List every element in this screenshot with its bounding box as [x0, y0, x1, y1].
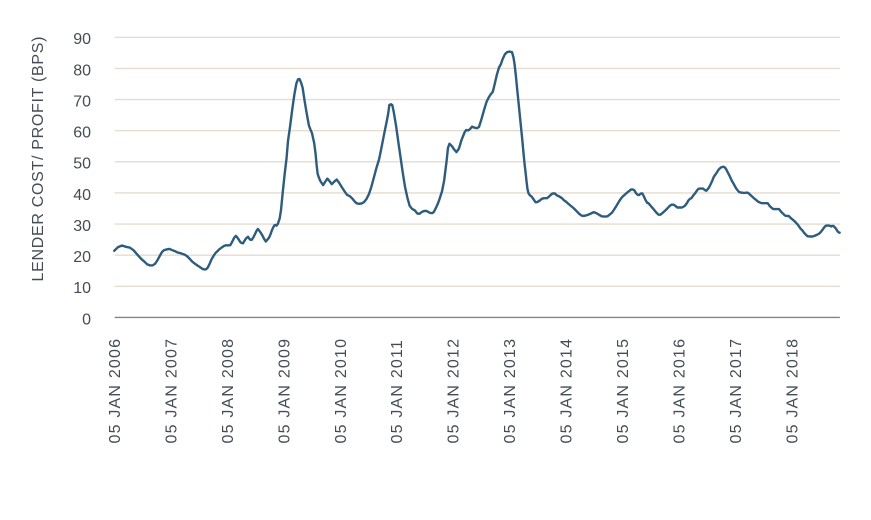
svg-text:05 JAN 2015: 05 JAN 2015	[615, 338, 632, 444]
svg-text:05 JAN 2018: 05 JAN 2018	[784, 338, 801, 444]
svg-text:05 JAN 2012: 05 JAN 2012	[446, 338, 463, 444]
svg-text:60: 60	[73, 125, 91, 142]
svg-text:LENDER COST/ PROFIT (BPS): LENDER COST/ PROFIT (BPS)	[30, 36, 47, 282]
svg-text:80: 80	[73, 62, 91, 79]
svg-text:90: 90	[73, 31, 91, 48]
svg-text:05 JAN 2010: 05 JAN 2010	[333, 338, 350, 444]
svg-text:0: 0	[82, 311, 91, 328]
svg-text:05 JAN 2017: 05 JAN 2017	[728, 338, 745, 444]
svg-text:50: 50	[73, 156, 91, 173]
svg-text:05 JAN 2013: 05 JAN 2013	[502, 338, 519, 444]
svg-text:05 JAN 2014: 05 JAN 2014	[559, 338, 576, 444]
svg-text:05 JAN 2008: 05 JAN 2008	[220, 338, 237, 444]
svg-text:05 JAN 2016: 05 JAN 2016	[672, 338, 689, 444]
svg-text:05 JAN 2007: 05 JAN 2007	[163, 338, 180, 444]
svg-text:05 JAN 2006: 05 JAN 2006	[107, 338, 124, 444]
svg-text:40: 40	[73, 187, 91, 204]
svg-text:70: 70	[73, 93, 91, 110]
svg-text:10: 10	[73, 280, 91, 297]
svg-text:20: 20	[73, 249, 91, 266]
svg-text:05 JAN 2009: 05 JAN 2009	[276, 338, 293, 444]
svg-text:30: 30	[73, 218, 91, 235]
svg-text:05 JAN 2011: 05 JAN 2011	[389, 339, 406, 444]
